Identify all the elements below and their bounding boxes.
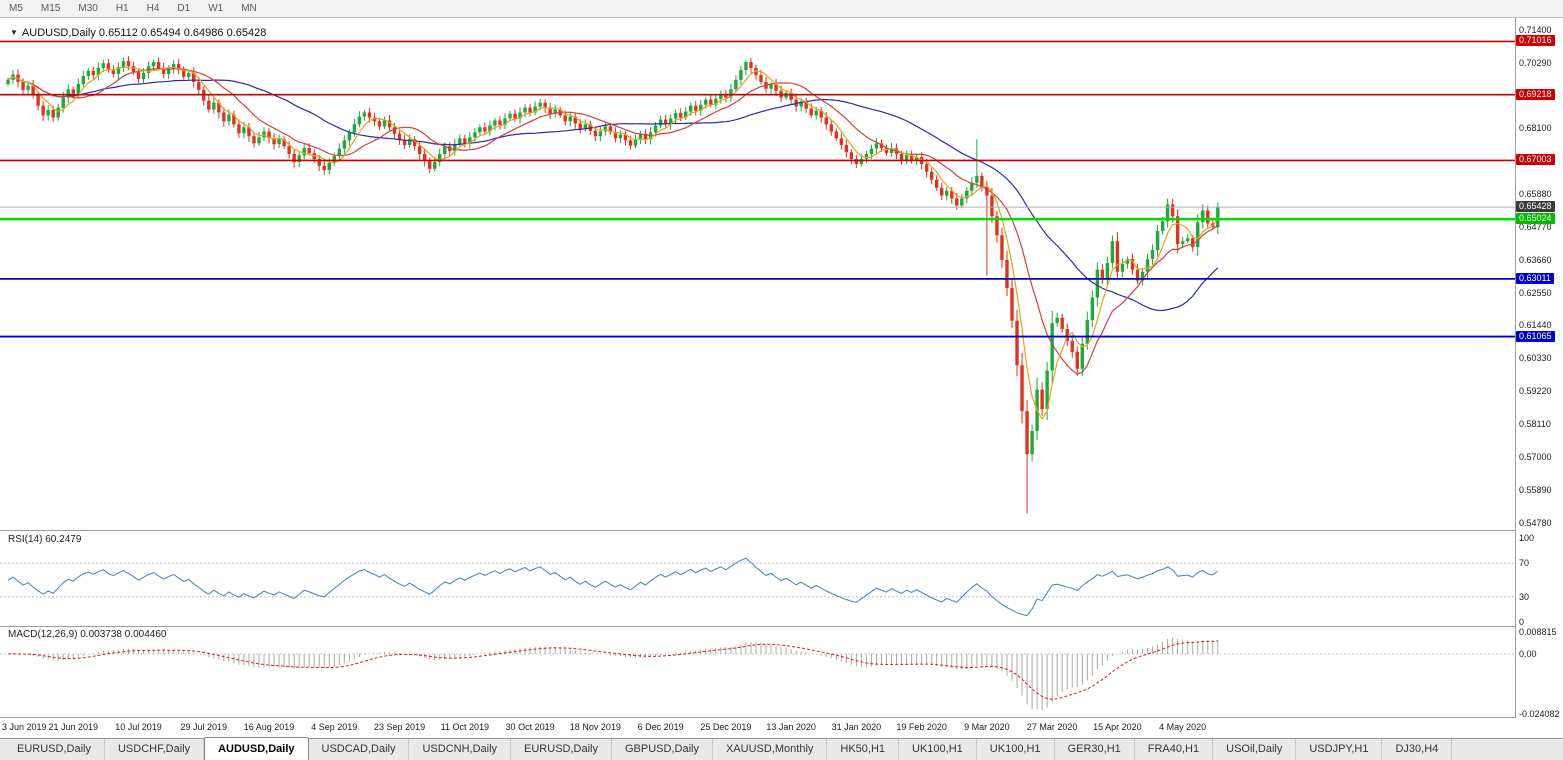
date-label: 13 Jan 2020 xyxy=(766,722,816,732)
timeframe-button-m15[interactable]: M15 xyxy=(40,3,61,14)
price-line-label: 0.71016 xyxy=(1516,35,1555,47)
timeframe-button-h4[interactable]: H4 xyxy=(146,3,160,14)
price-line-label: 0.67003 xyxy=(1516,154,1555,166)
chart-tab-fra40-h1[interactable]: FRA40,H1 xyxy=(1135,739,1214,760)
date-label: 15 Apr 2020 xyxy=(1093,722,1142,732)
date-label: 3 Jun 2019 xyxy=(2,722,47,732)
macd-scale-label: 0.00 xyxy=(1519,648,1537,659)
rsi-scale-label: 100 xyxy=(1519,533,1535,543)
chart-tab-hk50-h1[interactable]: HK50,H1 xyxy=(827,739,900,760)
price-tick: 0.58110 xyxy=(1519,419,1551,430)
timeframe-button-mn[interactable]: MN xyxy=(241,3,257,14)
price-line-label: 0.63011 xyxy=(1516,272,1554,284)
timeframe-button-m30[interactable]: M30 xyxy=(78,3,98,14)
collapse-chart-icon[interactable]: ▼ xyxy=(10,28,18,37)
date-label: 25 Dec 2019 xyxy=(700,722,752,732)
chart-tab-usdcnh-daily[interactable]: USDCNH,Daily xyxy=(409,739,512,760)
date-label: 31 Jan 2020 xyxy=(831,722,882,732)
price-tick: 0.68100 xyxy=(1519,122,1552,133)
price-tick: 0.64770 xyxy=(1519,221,1552,232)
date-axis: 3 Jun 2019 21 Jun 2019 10 Jul 2019 29 Jul 2… xyxy=(0,719,1515,737)
price-tick: 0.62550 xyxy=(1519,287,1552,298)
timeframe-button-w1[interactable]: W1 xyxy=(208,3,224,14)
chart-tab-eurusd-daily[interactable]: EURUSD,Daily xyxy=(4,739,105,760)
date-label: 16 Aug 2019 xyxy=(243,722,295,732)
chart-tab-dj30-h4[interactable]: DJ30,H4 xyxy=(1382,739,1453,760)
price-tick: 0.60330 xyxy=(1519,353,1552,364)
date-label: 19 Feb 2020 xyxy=(896,722,947,732)
price-line-label: 0.65024 xyxy=(1516,213,1555,225)
date-label: 27 Mar 2020 xyxy=(1026,722,1078,732)
price-tick: 0.55890 xyxy=(1519,485,1552,496)
bid-price-label: 0.65428 xyxy=(1516,201,1555,213)
price-tick: 0.54780 xyxy=(1519,518,1552,528)
date-label: 6 Dec 2019 xyxy=(637,722,684,732)
date-label: 4 Sep 2019 xyxy=(311,722,358,732)
rsi-scale-label: 0 xyxy=(1519,617,1525,627)
chart-tab-gbpusd-daily[interactable]: GBPUSD,Daily xyxy=(612,739,713,760)
timeframe-button-h1[interactable]: H1 xyxy=(115,3,129,14)
date-label: 11 Oct 2019 xyxy=(440,722,489,732)
timeframe-button-m5[interactable]: M5 xyxy=(9,3,23,14)
chart-tab-usdcad-daily[interactable]: USDCAD,Daily xyxy=(309,739,410,760)
chart-tab-ger30-h1[interactable]: GER30,H1 xyxy=(1055,739,1135,760)
chart-tab-eurusd-daily[interactable]: EURUSD,Daily xyxy=(511,739,612,760)
price-axis: 0.71400 0.70290 0.68100 0.65880 0.64770 0.636… xyxy=(1516,0,1563,738)
chart-title: ▼ AUDUSD,Daily 0.65112 0.65494 0.64986 0.… xyxy=(10,27,266,39)
price-tick: 0.61440 xyxy=(1519,320,1552,331)
price-line-label: 0.61065 xyxy=(1516,330,1555,342)
price-line-label: 0.69218 xyxy=(1516,88,1555,100)
chart-tab-xauusd-monthly[interactable]: XAUUSD,Monthly xyxy=(713,739,828,760)
date-label: 30 Oct 2019 xyxy=(505,722,555,732)
date-label: 18 Nov 2019 xyxy=(569,722,621,732)
price-tick: 0.71400 xyxy=(1519,25,1552,35)
chart-tab-uk100-h1[interactable]: UK100,H1 xyxy=(977,739,1055,760)
chart-ohlc-text: AUDUSD,Daily 0.65112 0.65494 0.64986 0.6… xyxy=(21,27,267,39)
chart-tab-bar: EURUSD,Daily USDCHF,Daily AUDUSD,Daily USDC… xyxy=(0,737,1563,760)
chart-tab-usoil-daily[interactable]: USOil,Daily xyxy=(1213,739,1297,760)
date-label: 29 Jul 2019 xyxy=(180,722,228,732)
macd-indicator-label: MACD(12,26,9) 0.003738 0.004460 xyxy=(8,629,167,640)
price-tick: 0.70290 xyxy=(1519,57,1552,68)
timeframe-button-d1[interactable]: D1 xyxy=(177,3,191,14)
date-label: 23 Sep 2019 xyxy=(374,722,426,732)
price-tick: 0.63660 xyxy=(1519,254,1552,265)
price-tick: 0.65880 xyxy=(1519,188,1552,199)
rsi-scale-label: 30 xyxy=(1519,591,1530,602)
price-tick: 0.59220 xyxy=(1519,386,1552,397)
price-tick: 0.57000 xyxy=(1519,452,1552,463)
chart-tab-audusd-daily[interactable]: AUDUSD,Daily xyxy=(204,737,309,760)
rsi-scale-label: 70 xyxy=(1519,558,1530,569)
date-label: 10 Jul 2019 xyxy=(115,722,162,732)
timeframe-toolbar: M5 M15 M30 H1 H4 D1 W1 MN xyxy=(0,0,1563,18)
date-label: 9 Mar 2020 xyxy=(964,722,1010,732)
rsi-indicator-label: RSI(14) 60.2479 xyxy=(8,534,82,545)
date-label: 4 May 2020 xyxy=(1159,722,1207,732)
date-label: 21 Jun 2019 xyxy=(48,722,99,732)
chart-tab-usdjpy-h1[interactable]: USDJPY,H1 xyxy=(1296,739,1383,760)
chart-tab-usdchf-daily[interactable]: USDCHF,Daily xyxy=(105,739,205,760)
macd-scale-label: 0.008815 xyxy=(1519,627,1557,637)
chart-tab-uk100-h1[interactable]: UK100,H1 xyxy=(899,739,977,760)
macd-scale-label: -0.024082 xyxy=(1519,709,1560,719)
